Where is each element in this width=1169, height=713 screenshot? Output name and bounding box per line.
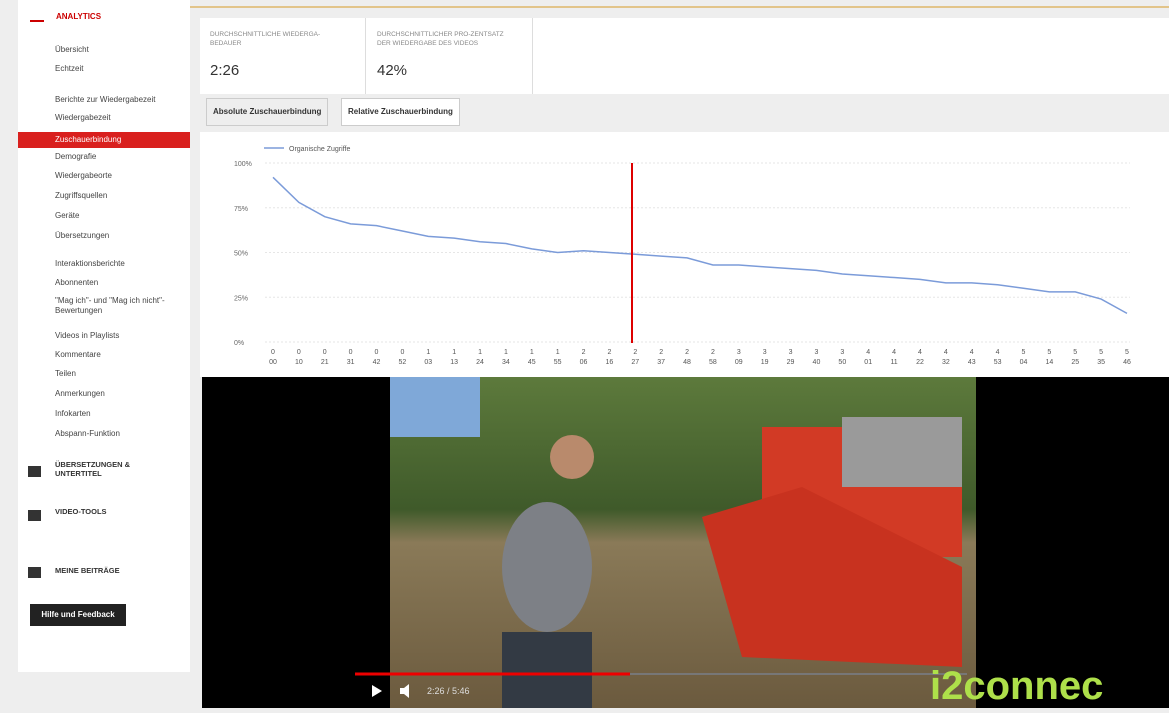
x-tick-label: 4 32 — [936, 348, 956, 368]
y-tick-label: 50% — [234, 251, 248, 258]
x-tick-label: 2 58 — [703, 348, 723, 368]
x-tick-label: 3 19 — [755, 348, 775, 368]
play-button[interactable] — [372, 685, 382, 697]
x-tick-label: 5 35 — [1091, 348, 1111, 368]
x-tick-label: 0 10 — [289, 348, 309, 368]
video-time: 2:26 / 5:46 — [427, 686, 470, 696]
x-tick-label: 0 21 — [315, 348, 335, 368]
video-frame: 2:26 / 5:46 i2connec — [202, 377, 1169, 708]
page: ANALYTICS Hilfe und Feedback ÜbersichtEc… — [0, 0, 1169, 708]
x-tick-label: 4 43 — [962, 348, 982, 368]
x-tick-label: 0 00 — [263, 348, 283, 368]
x-tick-label: 1 34 — [496, 348, 516, 368]
x-tick-label: 5 14 — [1039, 348, 1059, 368]
tab[interactable]: Absolute Zuschauerbindung — [206, 98, 328, 126]
x-tick-label: 2 27 — [625, 348, 645, 368]
x-tick-label: 1 45 — [522, 348, 542, 368]
x-tick-label: 3 09 — [729, 348, 749, 368]
x-tick-label: 5 46 — [1117, 348, 1137, 368]
x-tick-label: 4 53 — [988, 348, 1008, 368]
x-tick-label: 0 31 — [341, 348, 361, 368]
x-tick-label: 4 01 — [858, 348, 878, 368]
tab[interactable]: Relative Zuschauerbindung — [341, 98, 460, 126]
x-tick-label: 3 50 — [832, 348, 852, 368]
y-tick-label: 0% — [234, 340, 244, 347]
legend-label: Organische Zugriffe — [289, 146, 350, 153]
watermark: i2connec — [930, 664, 1103, 708]
y-tick-label: 75% — [234, 206, 248, 213]
y-tick-label: 25% — [234, 295, 248, 302]
x-tick-label: 3 29 — [781, 348, 801, 368]
data-line — [273, 177, 1127, 313]
person — [502, 502, 592, 632]
truck-cargo — [842, 417, 962, 487]
x-tick-label: 0 42 — [367, 348, 387, 368]
person-head — [550, 435, 594, 479]
person-legs — [502, 632, 592, 708]
x-tick-label: 2 16 — [599, 348, 619, 368]
y-tick-label: 100% — [234, 161, 252, 168]
x-tick-label: 4 22 — [910, 348, 930, 368]
x-tick-label: 3 40 — [806, 348, 826, 368]
x-tick-label: 2 48 — [677, 348, 697, 368]
x-tick-label: 4 11 — [884, 348, 904, 368]
x-tick-label: 5 25 — [1065, 348, 1085, 368]
sky — [390, 377, 480, 437]
x-tick-label: 5 04 — [1013, 348, 1033, 368]
x-tick-label: 1 13 — [444, 348, 464, 368]
x-tick-label: 1 03 — [418, 348, 438, 368]
x-tick-label: 1 24 — [470, 348, 490, 368]
x-tick-label: 2 37 — [651, 348, 671, 368]
video-player[interactable]: 2:26 / 5:46 i2connec — [202, 377, 1169, 708]
x-tick-label: 0 52 — [392, 348, 412, 368]
x-tick-label: 2 06 — [574, 348, 594, 368]
x-tick-label: 1 55 — [548, 348, 568, 368]
